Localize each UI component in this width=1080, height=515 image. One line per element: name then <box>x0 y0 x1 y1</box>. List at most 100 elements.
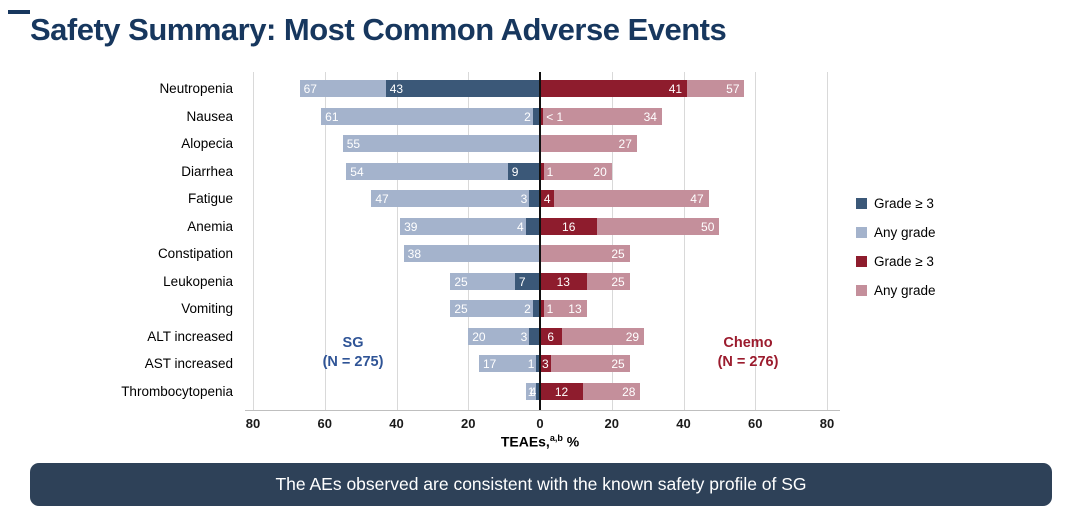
bar-chemo-any-grade <box>540 135 637 152</box>
value-label-chemo-any: 34 <box>643 109 657 124</box>
x-axis-tick: 20 <box>604 416 619 431</box>
value-label-sg-any: 67 <box>303 82 317 96</box>
value-label-chemo-any: 50 <box>701 219 715 234</box>
bar-sg-grade3 <box>507 162 540 180</box>
chemo-group-n: (N = 276) <box>717 354 779 370</box>
value-label-sg-grade3: 1 <box>527 384 535 399</box>
category-labels: Neutropenia Nausea Alopecia Diarrhea Fatigue… <box>20 72 233 410</box>
value-label-sg-grade3: 4 <box>516 219 524 234</box>
adverse-events-tornado-chart: Neutropenia Nausea Alopecia Diarrhea Fatigue… <box>20 72 860 450</box>
legend-label: Any grade <box>874 283 936 298</box>
bar-sg-any-grade <box>321 107 540 125</box>
legend-item-sg-any: Any grade <box>856 225 936 240</box>
legend-marker-sg-any <box>856 227 867 238</box>
gridline <box>683 72 685 410</box>
value-label-chemo-any: 25 <box>611 247 625 261</box>
bar-sg-any-grade <box>400 217 540 235</box>
bar-sg-grade3 <box>532 107 540 125</box>
bar-sg-grade3 <box>536 382 540 400</box>
category-label: Diarrhea <box>181 163 233 179</box>
value-label-chemo-grade3: 12 <box>554 384 569 399</box>
bar-chemo-grade3 <box>540 80 688 97</box>
sg-group-label: SG (N = 275) <box>323 334 384 372</box>
value-label-chemo-grade3: 41 <box>668 82 683 96</box>
plot-area: SG (N = 275) Chemo (N = 276) TEAEs,a,b %… <box>245 72 840 450</box>
category-label: Thrombocytopenia <box>121 383 233 399</box>
x-axis-tick: 60 <box>748 416 763 431</box>
bar-sg-grade3 <box>529 190 540 207</box>
gridline <box>253 72 254 410</box>
bar-sg-grade3 <box>532 300 540 317</box>
gridline <box>827 72 828 410</box>
value-label-sg-any: 25 <box>454 274 468 289</box>
bar-chemo-grade3 <box>540 162 544 180</box>
legend-marker-sg-grade3 <box>856 198 867 209</box>
gridline <box>324 72 326 410</box>
value-label-sg-any: 38 <box>407 247 422 261</box>
category-label: ALT increased <box>147 328 233 344</box>
bar-sg-any-grade <box>468 327 540 345</box>
footer-banner: The AEs observed are consistent with the… <box>30 463 1052 506</box>
bar-sg-grade3 <box>525 217 540 235</box>
bar-chemo-any-grade <box>540 327 645 345</box>
x-axis-tick: 60 <box>317 416 332 431</box>
value-label-chemo-any: 47 <box>690 192 704 206</box>
value-label-chemo-grade3: 13 <box>556 274 570 289</box>
value-label-chemo-grade3: 1 <box>546 164 554 179</box>
value-label-sg-any: 55 <box>346 137 361 151</box>
bar-sg-grade3 <box>529 327 540 345</box>
legend-marker-chemo-grade3 <box>856 256 867 267</box>
bar-sg-any-grade <box>371 190 540 207</box>
bar-sg-any-grade <box>479 355 540 372</box>
bar-chemo-grade3 <box>540 217 598 235</box>
gridline <box>396 72 398 410</box>
value-label-sg-any: 54 <box>350 164 364 179</box>
category-label: Leukopenia <box>163 273 233 289</box>
bar-chemo-grade3 <box>540 190 555 207</box>
legend-label: Grade ≥ 3 <box>874 196 934 211</box>
category-label: Alopecia <box>181 136 233 151</box>
value-label-sg-grade3: 43 <box>389 82 404 96</box>
sg-group-n: (N = 275) <box>322 354 384 370</box>
bar-sg-any-grade <box>525 382 540 400</box>
value-label-sg-any: 61 <box>325 109 339 124</box>
value-label-chemo-grade3: < 1 <box>546 109 564 124</box>
gridline <box>611 72 613 410</box>
value-label-chemo-grade3: 16 <box>562 219 576 234</box>
category-label: Nausea <box>186 108 233 124</box>
category-label: Neutropenia <box>159 81 233 96</box>
bar-chemo-any-grade <box>540 355 630 372</box>
chemo-group-name: Chemo <box>723 335 773 351</box>
legend-item-chemo-any: Any grade <box>856 283 936 298</box>
value-label-chemo-grade3: 6 <box>547 329 555 344</box>
bar-chemo-any-grade <box>540 162 612 180</box>
bar-chemo-grade3 <box>540 272 587 290</box>
x-axis-title: TEAEs,a,b % <box>501 433 579 450</box>
bar-chemo-grade3 <box>540 300 544 317</box>
bar-sg-any-grade <box>450 300 540 317</box>
legend: Grade ≥ 3 Any grade Grade ≥ 3 Any grade <box>856 196 936 312</box>
category-label: Vomiting <box>181 301 233 316</box>
bar-chemo-grade3 <box>540 107 544 125</box>
legend-marker-chemo-any <box>856 285 867 296</box>
value-label-sg-any: 20 <box>472 329 486 344</box>
page-title: Safety Summary: Most Common Adverse Even… <box>30 12 727 47</box>
value-label-chemo-grade3: 4 <box>543 192 551 206</box>
gridline <box>468 72 470 410</box>
value-label-sg-grade3: 2 <box>524 302 531 316</box>
bar-sg-grade3 <box>536 355 540 372</box>
x-axis-tick: 20 <box>461 416 476 431</box>
x-axis-title-main: TEAEs, <box>500 433 550 450</box>
bar-chemo-any-grade <box>540 245 630 262</box>
value-label-sg-any: 47 <box>375 192 389 206</box>
category-label: Fatigue <box>187 191 233 206</box>
x-axis-tick: 0 <box>536 416 544 431</box>
value-label-sg-any: 4 <box>529 384 537 399</box>
value-label-chemo-any: 13 <box>568 302 582 316</box>
bar-sg-any-grade <box>346 162 540 180</box>
x-axis-tick: 80 <box>819 416 835 431</box>
x-axis-tick: 40 <box>389 416 404 431</box>
value-label-sg-any: 25 <box>454 302 468 316</box>
gridline <box>755 72 757 410</box>
value-label-chemo-grade3: 1 <box>546 302 554 316</box>
